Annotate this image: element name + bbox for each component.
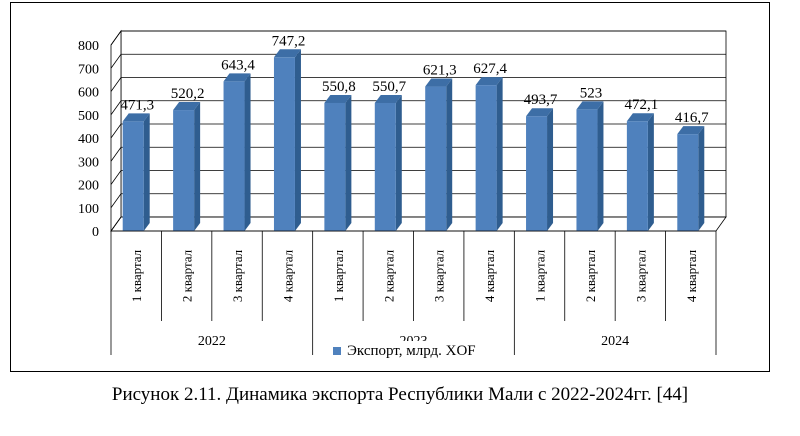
x-tick-label: 1 квартал bbox=[533, 249, 548, 302]
gridline bbox=[110, 146, 726, 162]
bar-top bbox=[626, 113, 654, 122]
bar-top bbox=[223, 73, 251, 82]
x-tick-label: 3 квартал bbox=[633, 249, 648, 302]
data-label: 627,4 bbox=[473, 61, 507, 77]
data-label: 416,7 bbox=[675, 110, 709, 126]
bar-top bbox=[273, 49, 301, 58]
bar-side bbox=[446, 78, 453, 231]
bar bbox=[173, 110, 195, 231]
data-label: 747,2 bbox=[272, 33, 306, 49]
bar-top bbox=[677, 126, 705, 135]
group-label: 2024 bbox=[601, 334, 629, 349]
bar bbox=[374, 102, 396, 231]
bar-side bbox=[294, 49, 301, 231]
data-label: 472,1 bbox=[625, 97, 659, 113]
x-tick-label: 4 квартал bbox=[280, 249, 295, 302]
gridline bbox=[110, 53, 726, 69]
y-tick-label: 0 bbox=[92, 225, 99, 240]
chart-frame: 0 100 200 300 400 500 600 700 800 471,3 520,2 643,4… bbox=[10, 2, 770, 372]
group-label: 2022 bbox=[198, 334, 226, 349]
data-label: 643,4 bbox=[221, 57, 255, 73]
gridline bbox=[110, 216, 726, 232]
data-label: 520,2 bbox=[171, 86, 205, 102]
x-tick-label: 1 квартал bbox=[129, 249, 144, 302]
legend-label: Экспорт, млрд. XOF bbox=[347, 342, 476, 359]
bar-chart: 0 100 200 300 400 500 600 700 800 471,3 520,2 643,4… bbox=[78, 29, 727, 355]
bar bbox=[526, 116, 548, 231]
gridline bbox=[110, 100, 726, 115]
bar bbox=[122, 121, 144, 231]
data-label: 493,7 bbox=[524, 92, 558, 108]
bar-side bbox=[194, 102, 201, 231]
bar-side bbox=[496, 77, 503, 231]
bar-top bbox=[526, 108, 554, 117]
gridline bbox=[110, 77, 726, 92]
y-tick-label: 400 bbox=[78, 132, 99, 147]
y-tick-label: 800 bbox=[78, 39, 99, 54]
bar-top bbox=[122, 113, 150, 122]
bar-top bbox=[374, 94, 402, 103]
bar bbox=[324, 102, 346, 232]
bar-top bbox=[576, 101, 604, 110]
bar-side bbox=[395, 94, 402, 231]
bar bbox=[576, 109, 598, 231]
figure-caption: Рисунок 2.11. Динамика экспорта Республи… bbox=[111, 384, 689, 405]
bar bbox=[273, 57, 295, 231]
x-tick-label: 1 квартал bbox=[331, 249, 346, 302]
bar-side bbox=[647, 113, 654, 231]
x-tick-label: 2 квартал bbox=[583, 249, 598, 302]
bar-side bbox=[143, 113, 150, 231]
x-tick-label: 4 квартал bbox=[684, 249, 699, 302]
bar-top bbox=[324, 94, 352, 103]
data-label: 471,3 bbox=[120, 97, 154, 113]
legend-swatch bbox=[333, 347, 341, 355]
gridline bbox=[110, 170, 726, 185]
legend: Экспорт, млрд. XOF bbox=[329, 341, 480, 361]
data-label: 550,7 bbox=[372, 79, 406, 95]
data-label: 621,3 bbox=[423, 63, 457, 79]
bar bbox=[425, 86, 447, 231]
bar-top bbox=[475, 77, 503, 86]
y-tick-label: 100 bbox=[78, 202, 99, 217]
bar-side bbox=[345, 94, 352, 232]
bar-side bbox=[597, 101, 604, 231]
x-tick-label: 3 квартал bbox=[432, 249, 447, 302]
y-tick-label: 600 bbox=[78, 86, 99, 101]
bar-top bbox=[173, 102, 201, 111]
bar bbox=[475, 85, 497, 231]
data-label: 523 bbox=[580, 85, 603, 101]
x-tick-label: 4 квартал bbox=[482, 249, 497, 302]
gridline bbox=[110, 123, 726, 139]
y-tick-label: 500 bbox=[78, 109, 99, 124]
bar-side bbox=[698, 126, 705, 231]
x-tick-label: 3 квартал bbox=[230, 249, 245, 302]
y-tick-label: 300 bbox=[78, 155, 99, 170]
bar bbox=[223, 81, 245, 231]
y-tick-label: 200 bbox=[78, 179, 99, 194]
bar-side bbox=[244, 73, 251, 231]
gridline bbox=[110, 30, 726, 46]
y-tick-label: 700 bbox=[78, 62, 99, 77]
bar bbox=[677, 134, 699, 231]
data-label: 550,8 bbox=[322, 79, 356, 95]
bar-side bbox=[547, 108, 554, 231]
x-tick-label: 2 квартал bbox=[381, 249, 396, 302]
bar bbox=[626, 121, 648, 231]
bar-top bbox=[425, 78, 453, 87]
gridline bbox=[110, 193, 726, 208]
x-tick-label: 2 квартал bbox=[180, 249, 195, 302]
